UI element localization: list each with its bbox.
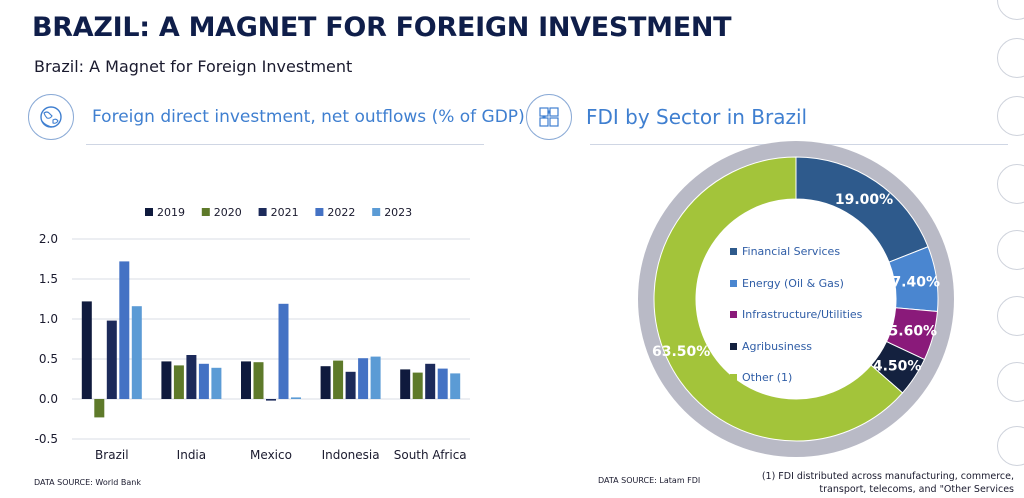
fdi-outflows-title: Foreign direct investment, net outflows …	[92, 107, 525, 127]
bar-2021-india	[186, 355, 197, 399]
sector-footnote: (1) FDI distributed across manufacturing…	[761, 471, 1014, 495]
y-tick-label: 1.5	[39, 272, 58, 286]
bar-2019-india	[161, 361, 172, 399]
decorative-circle	[997, 426, 1024, 466]
legend-item: 2020	[201, 206, 242, 219]
legend-label: Financial Services	[742, 245, 841, 259]
legend-swatch	[730, 248, 737, 256]
bar-2023-indonesia	[370, 356, 381, 399]
bar-2020-mexico	[253, 362, 264, 399]
bar-2020-south-africa	[412, 372, 423, 399]
decorative-circle	[997, 164, 1024, 204]
bar-2022-south-africa	[437, 368, 448, 399]
bar-2023-south-africa	[450, 373, 461, 399]
donut-legend-item: Energy (Oil & Gas)	[730, 268, 862, 300]
bar-2023-mexico	[291, 397, 301, 399]
left-data-source: DATA SOURCE: World Bank	[34, 478, 141, 487]
bar-2019-south-africa	[400, 369, 411, 399]
y-tick-label: 1.0	[39, 312, 58, 326]
bar-2019-indonesia	[320, 366, 331, 399]
bar-2022-indonesia	[358, 358, 369, 399]
x-tick-label: Mexico	[250, 448, 292, 462]
legend-swatch	[258, 208, 267, 216]
decorative-circle	[997, 362, 1024, 402]
x-tick-label: South Africa	[394, 448, 467, 462]
donut-legend-item: Financial Services	[730, 236, 862, 268]
legend-item: 2022	[315, 206, 355, 219]
legend-label: Agribusiness	[742, 339, 813, 353]
legend-label: 2023	[384, 206, 412, 219]
page-title: BRAZIL: A MAGNET FOR FOREIGN INVESTMENT	[32, 12, 732, 43]
decorative-circle	[997, 296, 1024, 336]
legend-label: Other (1)	[742, 371, 793, 385]
fdi-outflows-bar-chart: 2.0 1.5 1.0 0.5 0.0 -0.5 2019 2020 2021 2022 2023 B…	[35, 206, 470, 462]
right-data-source: DATA SOURCE: Latam FDI	[598, 476, 701, 485]
legend-item: 2023	[372, 206, 412, 219]
slice-label: 19.00%	[835, 192, 893, 208]
donut-legend-item: Infrastructure/Utilities	[730, 299, 862, 331]
legend-swatch	[145, 208, 153, 216]
page-subtitle: Brazil: A Magnet for Foreign Investment	[34, 57, 353, 76]
slice-label: 4.50%	[873, 358, 922, 374]
legend-label: Infrastructure/Utilities	[742, 308, 863, 322]
y-tick-label: 0.5	[39, 352, 58, 366]
legend-swatch	[730, 342, 737, 350]
legend-item: 2021	[258, 206, 299, 219]
bar-2020-india	[173, 365, 184, 399]
bar-2023-brazil	[131, 306, 142, 399]
left-divider	[86, 144, 484, 145]
legend-swatch	[730, 279, 737, 287]
legend-label: 2022	[327, 206, 355, 219]
legend-label: Energy (Oil & Gas)	[742, 276, 844, 290]
bar-2023-india	[211, 367, 222, 399]
slice-other	[653, 156, 904, 442]
legend-label: 2021	[271, 206, 299, 219]
x-tick-label: Brazil	[95, 448, 129, 462]
fdi-sector-donut-chart: 19.00% 7.40% 5.60% 4.50% 63.50%	[638, 141, 954, 457]
decorative-circle	[997, 96, 1024, 136]
puzzle-icon	[526, 94, 572, 140]
decorative-circle	[997, 230, 1024, 270]
donut-legend: Financial Services Energy (Oil & Gas) Infr…	[730, 236, 862, 394]
bar-2019-brazil	[81, 301, 92, 399]
legend-swatch	[730, 374, 737, 382]
bar-2021-south-africa	[425, 363, 436, 399]
legend-swatch	[315, 208, 324, 216]
bar-2020-indonesia	[333, 360, 344, 399]
legend-swatch	[372, 208, 381, 216]
legend-swatch	[201, 208, 210, 216]
y-tick-label: 2.0	[39, 232, 58, 246]
bar-2021-brazil	[106, 320, 117, 399]
donut-legend-item: Other (1)	[730, 362, 862, 394]
decorative-circle	[997, 0, 1024, 20]
bar-2020-brazil	[94, 399, 105, 418]
fdi-sector-title: FDI by Sector in Brazil	[586, 105, 808, 129]
globe-icon	[28, 94, 74, 140]
x-tick-label: Indonesia	[322, 448, 380, 462]
slice-label: 7.40%	[891, 275, 940, 291]
slice-label: 5.60%	[889, 324, 938, 340]
y-tick-label: 0.0	[39, 392, 58, 406]
y-tick-label: -0.5	[35, 432, 58, 446]
legend-label: 2020	[214, 206, 242, 219]
bar-2022-mexico	[278, 303, 289, 399]
legend-item: 2019	[145, 206, 185, 219]
x-tick-label: India	[177, 448, 206, 462]
legend-label: 2019	[157, 206, 185, 219]
legend-swatch	[730, 311, 737, 319]
decorative-circle	[997, 38, 1024, 78]
bar-2022-brazil	[119, 261, 130, 399]
bar-2022-india	[198, 363, 209, 399]
donut-legend-item: Agribusiness	[730, 331, 862, 363]
bar-2021-indonesia	[345, 371, 356, 399]
fdi-outflows-header: Foreign direct investment, net outflows …	[28, 94, 525, 140]
fdi-sector-header: FDI by Sector in Brazil	[526, 94, 807, 140]
bar-2019-mexico	[241, 361, 251, 399]
slice-label: 63.50%	[652, 344, 710, 360]
bar-2021-mexico	[266, 399, 276, 401]
